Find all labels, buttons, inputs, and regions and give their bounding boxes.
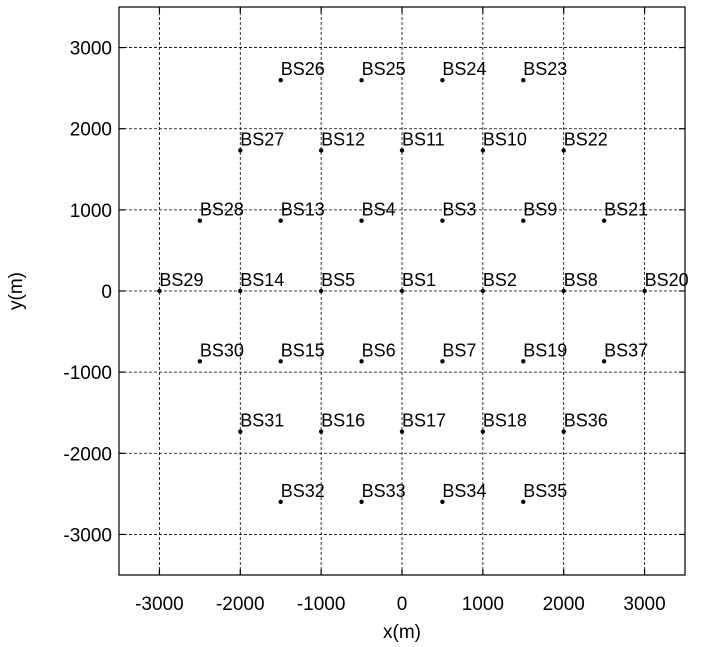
- data-point-label: BS16: [321, 411, 365, 431]
- data-point-label: BS17: [402, 411, 446, 431]
- plot-frame: [118, 6, 686, 576]
- data-point: [399, 148, 405, 153]
- y-axis-label: y(m): [6, 272, 27, 310]
- tick-labels: -3000 -2000 -1000 0 1000 2000 3000 -3000 -2000 -1…: [63, 39, 665, 615]
- data-point: [238, 429, 243, 434]
- data-point: [399, 288, 405, 294]
- data-point-label: BS25: [362, 59, 406, 79]
- data-point-label: BS12: [321, 129, 365, 149]
- data-point-label: BS11: [402, 129, 445, 149]
- x-tick-label: -3000: [135, 594, 184, 615]
- y-tick-label: -3000: [63, 525, 112, 546]
- data-point: [440, 499, 445, 505]
- y-tick-label: 0: [101, 282, 112, 303]
- data-point-label: BS10: [483, 129, 527, 149]
- data-point-label: BS36: [564, 411, 608, 431]
- data-point: [359, 218, 364, 223]
- data-point-label: BS1: [402, 270, 436, 290]
- data-point: [521, 499, 526, 505]
- data-point-label: BS3: [442, 200, 476, 220]
- data-point: [521, 359, 526, 364]
- data-point-label: BS4: [362, 200, 396, 220]
- data-point: [278, 218, 283, 223]
- data-point: [197, 218, 203, 223]
- data-point-label: BS30: [200, 340, 244, 360]
- y-tick-label: -2000: [63, 444, 112, 465]
- data-point: [521, 218, 526, 223]
- data-point-label: BS5: [321, 270, 355, 290]
- axis-ticks: [119, 7, 685, 575]
- data-point: [480, 288, 486, 294]
- data-point: [561, 148, 566, 153]
- y-tick-label: 1000: [70, 201, 112, 222]
- data-point: [642, 288, 647, 294]
- data-point-label: BS31: [240, 411, 284, 431]
- y-tick-label: 2000: [70, 120, 112, 141]
- x-tick-label: -1000: [297, 594, 346, 615]
- data-point: [399, 429, 405, 434]
- data-point-label: BS26: [281, 59, 325, 79]
- data-point-label: BS23: [523, 59, 567, 79]
- data-point: [318, 429, 324, 434]
- data-point: [359, 77, 364, 83]
- data-point: [601, 359, 607, 364]
- data-point-label: BS6: [362, 340, 396, 360]
- data-point-label: BS7: [442, 340, 476, 360]
- data-point: [561, 288, 566, 294]
- data-point: [278, 499, 283, 505]
- x-tick-label: 3000: [623, 594, 665, 615]
- data-point: [359, 359, 364, 364]
- data-point: [359, 499, 364, 505]
- data-point-label: BS37: [604, 340, 648, 360]
- data-point: [318, 148, 324, 153]
- data-point-label: BS2: [483, 270, 517, 290]
- data-point: [238, 288, 243, 294]
- data-point-label: BS14: [240, 270, 284, 290]
- data-point: [480, 429, 486, 434]
- x-tick-label: -2000: [216, 594, 265, 615]
- data-point: [561, 429, 566, 434]
- x-tick-label: 0: [397, 594, 408, 615]
- data-point: [318, 288, 324, 294]
- data-point: [440, 77, 445, 83]
- data-point-label: BS21: [604, 200, 648, 220]
- data-point: [197, 359, 203, 364]
- data-point-label: BS9: [523, 200, 557, 220]
- data-point-label: BS34: [442, 481, 486, 501]
- x-axis-label: x(m): [383, 622, 421, 643]
- data-point: [238, 148, 243, 153]
- data-point-label: BS27: [240, 129, 284, 149]
- data-point: [440, 218, 445, 223]
- data-point-label: BS13: [281, 200, 325, 220]
- data-point-label: BS19: [523, 340, 567, 360]
- data-point: [521, 77, 526, 83]
- data-point: [480, 148, 486, 153]
- data-point-label: BS28: [200, 200, 244, 220]
- data-point-label: BS33: [362, 481, 406, 501]
- data-point-label: BS35: [523, 481, 567, 501]
- y-tick-label: 3000: [70, 39, 112, 60]
- data-point-label: BS32: [281, 481, 325, 501]
- data-points: BS1 BS2 BS3 BS4 BS5 BS6 BS7 BS8 BS9 BS10 BS11 BS12 B…: [157, 59, 689, 505]
- data-point: [440, 359, 445, 364]
- data-point-label: BS20: [645, 270, 689, 290]
- data-point-label: BS18: [483, 411, 527, 431]
- data-point-label: BS8: [564, 270, 598, 290]
- y-tick-label: -1000: [63, 363, 112, 384]
- data-point-label: BS29: [159, 270, 203, 290]
- data-point: [278, 77, 283, 83]
- data-point: [601, 218, 607, 223]
- data-point: [278, 359, 283, 364]
- data-point-label: BS15: [281, 340, 325, 360]
- data-point-label: BS24: [442, 59, 486, 79]
- x-tick-label: 1000: [462, 594, 504, 615]
- data-point-label: BS22: [564, 129, 608, 149]
- x-tick-label: 2000: [543, 594, 585, 615]
- data-point: [157, 288, 162, 294]
